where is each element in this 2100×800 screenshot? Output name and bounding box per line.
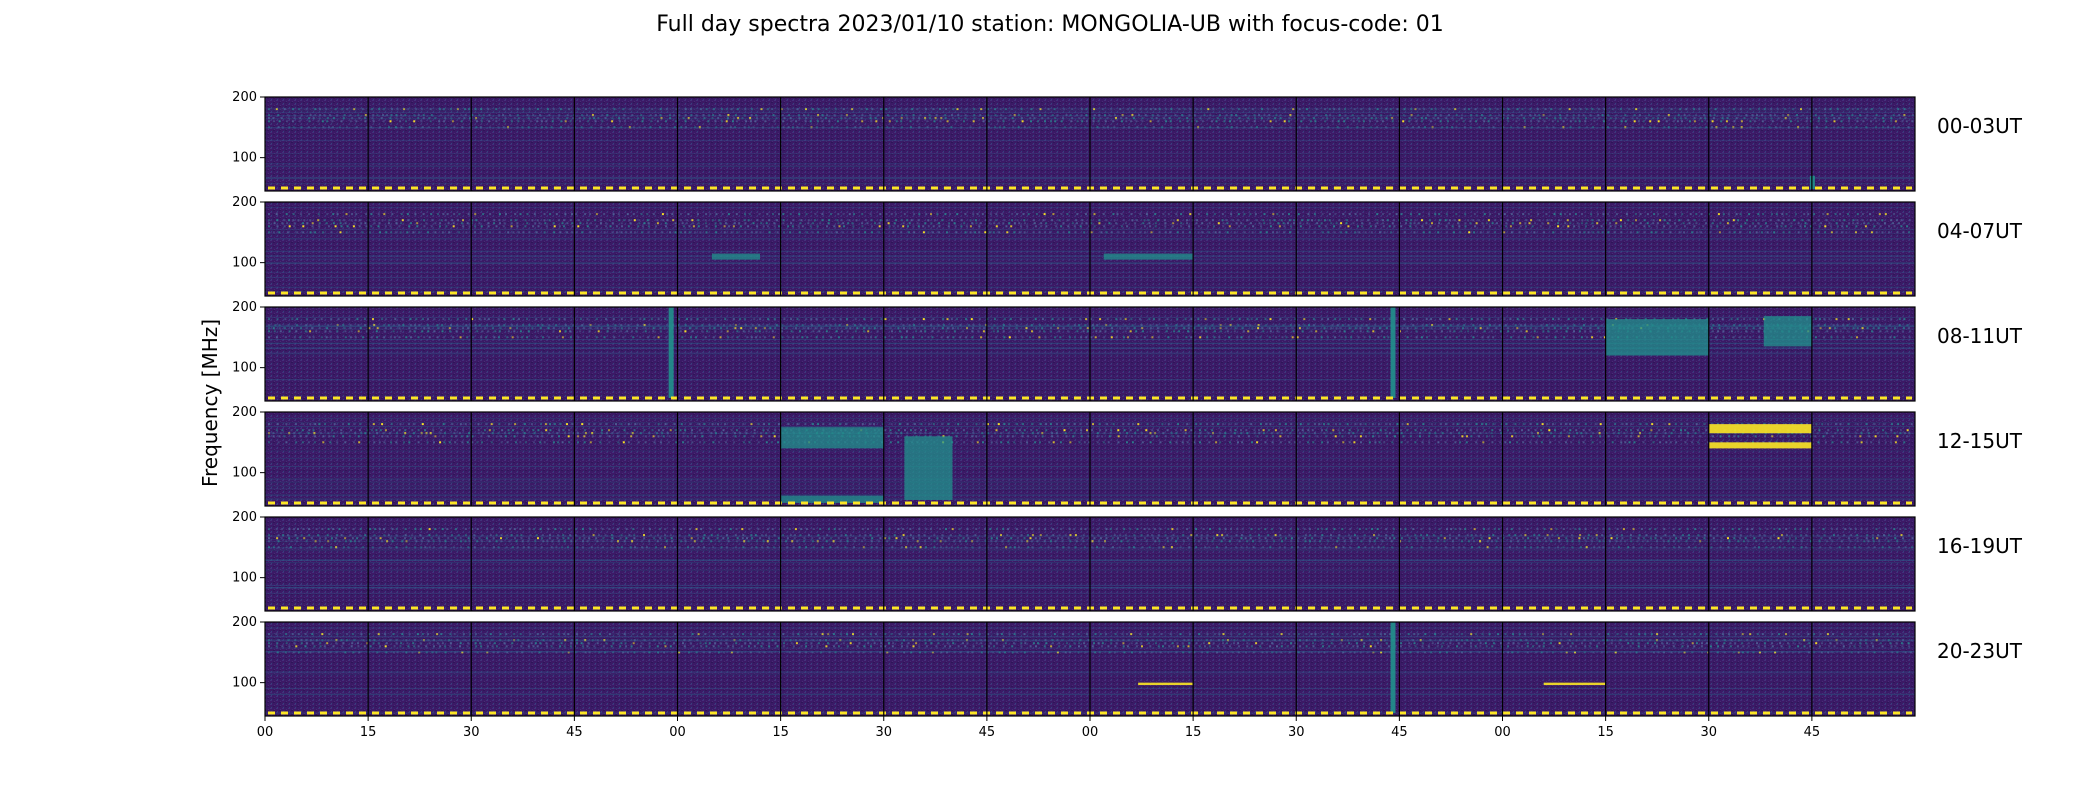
y-tick-label: 200 [232, 615, 257, 630]
x-tick-label: 00 [1082, 725, 1099, 740]
feature-band [904, 436, 953, 500]
x-tick-label: 00 [257, 725, 274, 740]
row-label: 04-07UT [1937, 219, 2023, 243]
x-tick-label: 15 [1185, 725, 1202, 740]
feature-band [1605, 319, 1709, 356]
feature-burst [1390, 622, 1396, 713]
feature-burst [668, 307, 674, 398]
chart-title: Full day spectra 2023/01/10 station: MON… [656, 12, 1444, 37]
y-tick-label: 200 [232, 405, 257, 420]
row-label: 08-11UT [1937, 324, 2023, 348]
feature-band [1763, 316, 1812, 347]
y-tick-label: 100 [232, 676, 257, 691]
row-frame [264, 306, 1916, 402]
feature-band [780, 427, 884, 449]
y-tick-label: 100 [232, 361, 257, 376]
x-tick-label: 15 [360, 725, 377, 740]
y-tick-label: 100 [232, 256, 257, 271]
x-tick-label: 30 [875, 725, 892, 740]
row-frame [264, 96, 1916, 192]
x-tick-label: 15 [772, 725, 789, 740]
row-frame [264, 411, 1916, 507]
feature-line [1708, 424, 1812, 434]
row-label: 12-15UT [1937, 429, 2023, 453]
feature-burst [1390, 307, 1396, 398]
feature-line [1138, 682, 1194, 686]
x-tick-label: 45 [979, 725, 996, 740]
row-label: 00-03UT [1937, 114, 2023, 138]
feature-band [1103, 253, 1194, 260]
row-frame [264, 201, 1916, 297]
row-label: 16-19UT [1937, 534, 2023, 558]
x-tick-label: 00 [1494, 725, 1511, 740]
x-tick-label: 30 [1700, 725, 1717, 740]
row-frame [264, 516, 1916, 612]
x-tick-label: 00 [669, 725, 686, 740]
x-tick-label: 30 [463, 725, 480, 740]
y-tick-label: 100 [232, 151, 257, 166]
x-tick-label: 30 [1288, 725, 1305, 740]
y-tick-label: 200 [232, 510, 257, 525]
x-tick-label: 15 [1597, 725, 1614, 740]
x-tick-label: 45 [1391, 725, 1408, 740]
x-tick-label: 45 [1804, 725, 1821, 740]
y-tick-label: 100 [232, 571, 257, 586]
feature-band [780, 495, 884, 503]
row-label: 20-23UT [1937, 639, 2023, 663]
y-tick-label: 200 [232, 300, 257, 315]
plot-layer: 200 100 00-03UT 200 100 04-07UT 200 100 08-11UT 2… [232, 90, 2023, 740]
x-tick-label: 45 [566, 725, 583, 740]
y-tick-label: 200 [232, 195, 257, 210]
feature-line [1708, 442, 1812, 449]
y-tick-label: 200 [232, 90, 257, 105]
feature-line [1543, 682, 1606, 686]
y-tick-label: 100 [232, 466, 257, 481]
feature-band [711, 253, 760, 260]
